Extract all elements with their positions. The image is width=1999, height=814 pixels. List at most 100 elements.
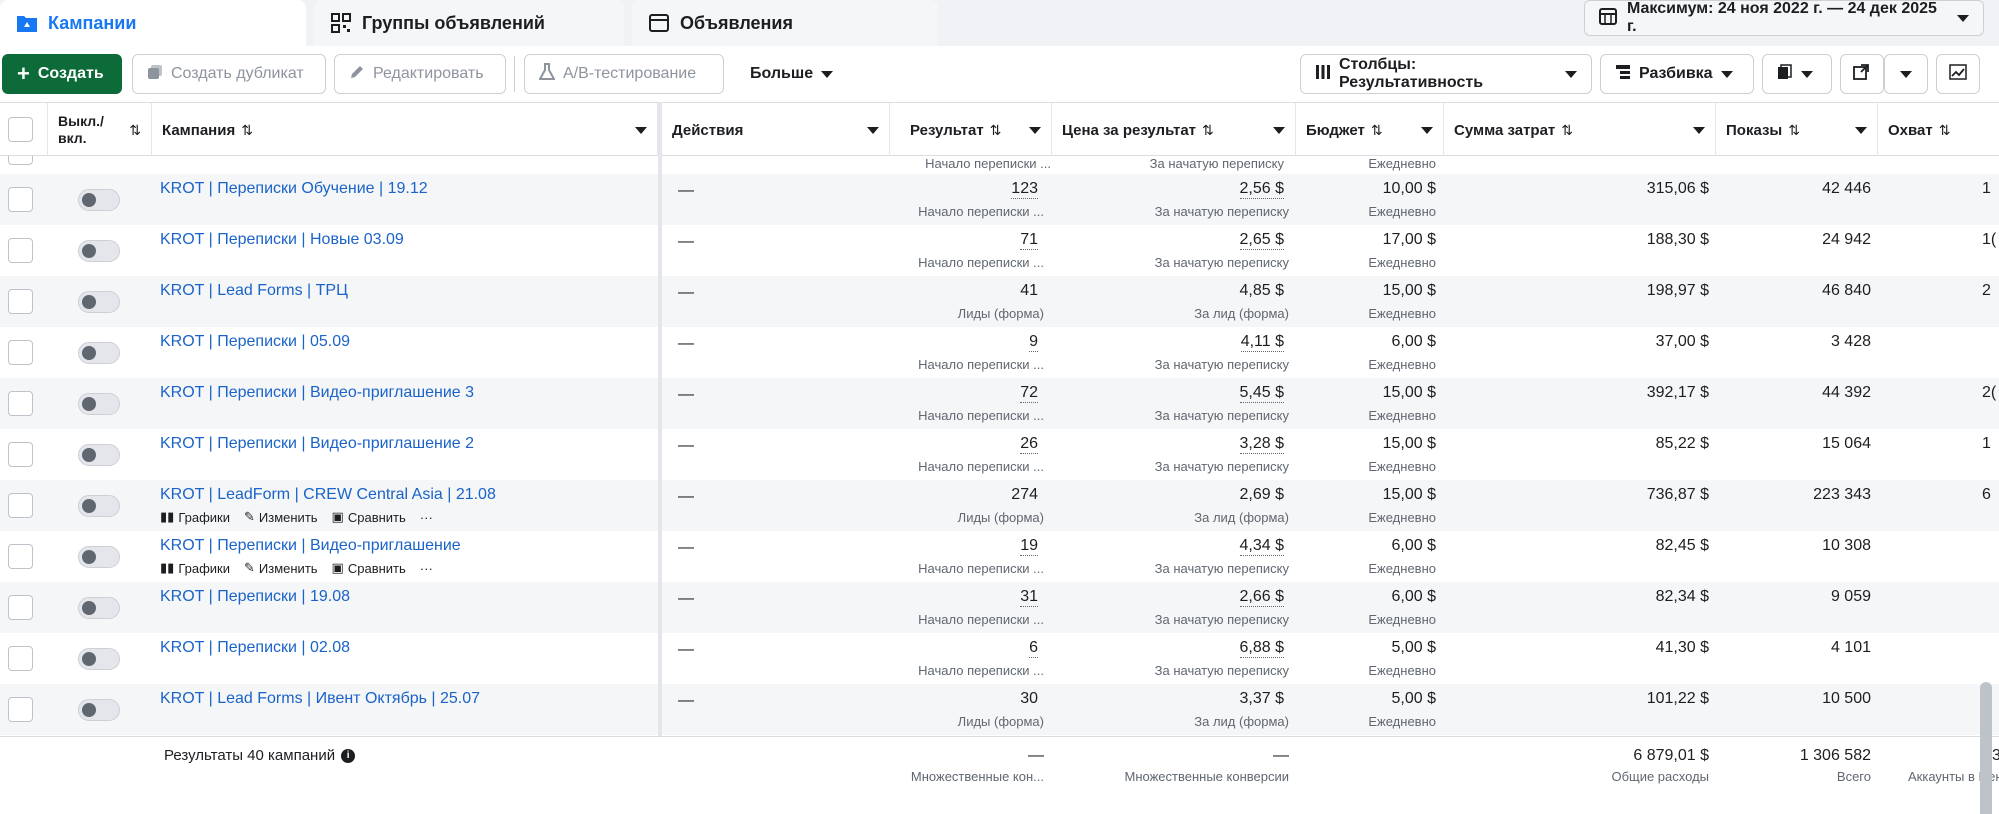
campaign-toggle[interactable] xyxy=(78,648,120,670)
table-row[interactable]: KROT | Lead Forms | ТРЦ — 41 Лиды (форма… xyxy=(0,276,1999,327)
campaign-toggle[interactable] xyxy=(78,699,120,721)
cost-value[interactable]: 4,11 $ xyxy=(1240,333,1284,352)
charts-link[interactable]: ▮▮ Графики xyxy=(160,560,230,576)
tab-ads[interactable]: Объявления xyxy=(632,0,938,46)
reports-button[interactable] xyxy=(1762,54,1832,94)
result-value[interactable]: 71 xyxy=(1020,231,1038,250)
chart-button[interactable] xyxy=(1936,54,1980,94)
row-checkbox[interactable] xyxy=(8,646,33,671)
table-row[interactable]: KROT | Переписки | 05.09 — 9 Начало пере… xyxy=(0,327,1999,378)
row-checkbox[interactable] xyxy=(8,544,33,569)
cost-value[interactable]: 2,56 $ xyxy=(1239,180,1284,199)
header-select-all[interactable] xyxy=(0,103,48,157)
row-checkbox[interactable] xyxy=(8,156,33,165)
edit-link[interactable]: ✎ Изменить xyxy=(244,560,318,576)
row-checkbox[interactable] xyxy=(8,595,33,620)
header-reach[interactable]: Охват ⇅ xyxy=(1878,103,1999,157)
row-checkbox[interactable] xyxy=(8,493,33,518)
edit-button[interactable]: Редактировать xyxy=(334,54,506,94)
row-checkbox[interactable] xyxy=(8,340,33,365)
campaign-name-link[interactable]: KROT | Lead Forms | ТРЦ xyxy=(160,282,348,299)
campaign-toggle[interactable] xyxy=(78,342,120,364)
breakdown-button[interactable]: Разбивка xyxy=(1600,54,1754,94)
header-cost-per-result[interactable]: Цена за результат ⇅ xyxy=(1052,103,1296,157)
table-row[interactable]: KROT | Переписки | Видео-приглашение 2 —… xyxy=(0,429,1999,480)
campaign-toggle[interactable] xyxy=(78,444,120,466)
campaign-toggle[interactable] xyxy=(78,393,120,415)
result-value[interactable]: 26 xyxy=(1020,435,1038,454)
row-checkbox[interactable] xyxy=(8,697,33,722)
cost-value[interactable]: 6,88 $ xyxy=(1239,639,1284,658)
more-options-link[interactable]: ··· xyxy=(420,561,433,576)
duplicate-button[interactable]: Создать дубликат xyxy=(132,54,326,94)
campaign-toggle[interactable] xyxy=(78,291,120,313)
table-row[interactable]: KROT | Переписки | 19.08 — 31 Начало пер… xyxy=(0,582,1999,633)
cost-value[interactable]: 3,28 $ xyxy=(1239,435,1284,454)
cost-value[interactable]: 4,34 $ xyxy=(1239,537,1284,556)
campaign-toggle[interactable] xyxy=(78,189,120,211)
cost-value[interactable]: 2,65 $ xyxy=(1239,231,1284,250)
campaign-name-link[interactable]: KROT | LeadForm | CREW Central Asia | 21… xyxy=(160,486,496,503)
columns-button[interactable]: Столбцы: Результативность xyxy=(1300,54,1592,94)
row-checkbox[interactable] xyxy=(8,187,33,212)
header-budget[interactable]: Бюджет ⇅ xyxy=(1296,103,1444,157)
actions-value: — xyxy=(678,590,694,607)
campaign-name-link[interactable]: KROT | Переписки | 19.08 xyxy=(160,588,351,605)
row-checkbox[interactable] xyxy=(8,391,33,416)
header-result[interactable]: Результат ⇅ xyxy=(890,103,1052,157)
result-value[interactable]: 19 xyxy=(1020,537,1038,556)
edit-link[interactable]: ✎ Изменить xyxy=(244,509,318,525)
campaign-name-link[interactable]: KROT | Переписки | Видео-приглашение xyxy=(160,537,461,554)
result-value[interactable]: 72 xyxy=(1020,384,1038,403)
row-checkbox[interactable] xyxy=(8,442,33,467)
tab-ad-sets[interactable]: Группы объявлений xyxy=(314,0,624,46)
campaign-name-link[interactable]: KROT | Переписки | Видео-приглашение 2 xyxy=(160,435,475,452)
charts-link[interactable]: ▮▮ Графики xyxy=(160,509,230,525)
date-range-picker[interactable]: Максимум: 24 ноя 2022 г. — 24 дек 2025 г… xyxy=(1584,0,1984,36)
header-spent[interactable]: Сумма затрат ⇅ xyxy=(1444,103,1716,157)
header-impressions[interactable]: Показы ⇅ xyxy=(1716,103,1878,157)
result-value[interactable]: 123 xyxy=(1011,180,1038,199)
cost-value[interactable]: 5,45 $ xyxy=(1239,384,1284,403)
campaign-name-link[interactable]: KROT | Переписки | Видео-приглашение 3 xyxy=(160,384,475,401)
campaign-toggle[interactable] xyxy=(78,495,120,517)
table-row[interactable]: KROT | Переписки | Видео-приглашение 3 —… xyxy=(0,378,1999,429)
export-dropdown-button[interactable] xyxy=(1884,54,1928,94)
export-button[interactable] xyxy=(1840,54,1884,94)
campaign-toggle[interactable] xyxy=(78,597,120,619)
select-all-checkbox[interactable] xyxy=(8,117,33,142)
table-row[interactable]: KROT | Lead Forms | Ивент Октябрь | 25.0… xyxy=(0,684,1999,735)
row-checkbox[interactable] xyxy=(8,238,33,263)
more-options-link[interactable]: ··· xyxy=(420,510,433,525)
table-row[interactable]: KROT | Переписки Обучение | 19.12 — 123 … xyxy=(0,174,1999,225)
budget-value: 6,00 $ xyxy=(1391,333,1436,350)
info-icon[interactable]: i xyxy=(341,748,356,763)
tab-campaigns[interactable]: Кампании xyxy=(0,0,306,46)
compare-link[interactable]: ▣ Сравнить xyxy=(332,560,406,576)
compare-link[interactable]: ▣ Сравнить xyxy=(332,509,406,525)
frozen-column-divider[interactable] xyxy=(658,102,662,814)
campaign-toggle[interactable] xyxy=(78,240,120,262)
campaign-name-link[interactable]: KROT | Переписки | 05.09 xyxy=(160,333,351,350)
create-button[interactable]: + Создать xyxy=(2,54,122,94)
table-row[interactable]: KROT | Переписки | 02.08 — 6 Начало пере… xyxy=(0,633,1999,684)
table-row[interactable]: KROT | Переписки | Видео-приглашение ▮▮ Г… xyxy=(0,531,1999,582)
table-row[interactable]: KROT | LeadForm | CREW Central Asia | 21… xyxy=(0,480,1999,531)
header-toggle[interactable]: Выкл./ вкл. ⇅ xyxy=(48,103,152,157)
result-value[interactable]: 6 xyxy=(1029,639,1038,658)
campaign-name-link[interactable]: KROT | Переписки Обучение | 19.12 xyxy=(160,180,428,197)
campaign-name-link[interactable]: KROT | Переписки | 02.08 xyxy=(160,639,351,656)
cost-value[interactable]: 2,66 $ xyxy=(1239,588,1284,607)
vertical-scrollbar[interactable] xyxy=(1980,682,1992,814)
campaign-toggle[interactable] xyxy=(78,546,120,568)
result-value[interactable]: 31 xyxy=(1020,588,1038,607)
row-checkbox[interactable] xyxy=(8,289,33,314)
ab-test-button[interactable]: A/B-тестирование xyxy=(524,54,724,94)
campaign-name-link[interactable]: KROT | Lead Forms | Ивент Октябрь | 25.0… xyxy=(160,690,481,707)
header-campaign[interactable]: Кампания ⇅ xyxy=(152,103,658,157)
result-value[interactable]: 9 xyxy=(1029,333,1038,352)
campaign-name-link[interactable]: KROT | Переписки | Новые 03.09 xyxy=(160,231,404,248)
header-actions[interactable]: Действия xyxy=(662,103,890,157)
more-button[interactable]: Больше xyxy=(736,54,846,94)
table-row[interactable]: KROT | Переписки | Новые 03.09 — 71 Нача… xyxy=(0,225,1999,276)
